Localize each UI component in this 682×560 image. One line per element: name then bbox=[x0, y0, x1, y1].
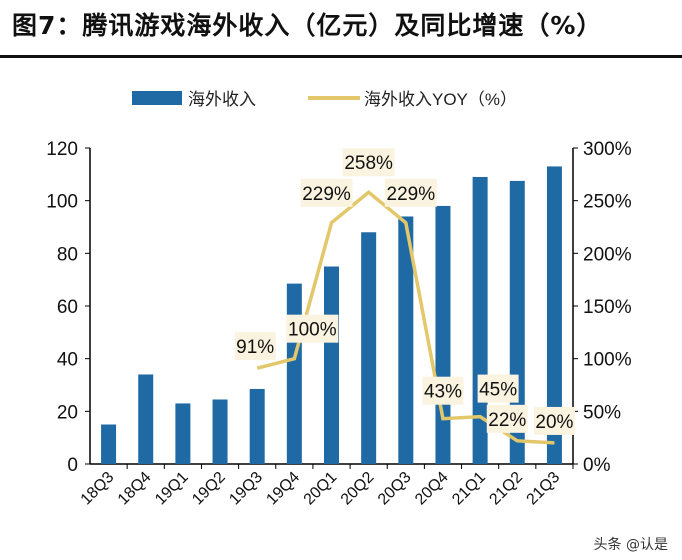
x-tick-label: 19Q2 bbox=[189, 469, 229, 509]
data-label: 20% bbox=[535, 412, 573, 433]
right-tick-label: 0% bbox=[583, 455, 611, 476]
bar bbox=[175, 403, 191, 464]
right-tick-label: 150% bbox=[583, 297, 632, 318]
left-tick-label: 60 bbox=[57, 297, 78, 318]
left-tick-label: 20 bbox=[57, 402, 78, 423]
x-tick-label: 21Q3 bbox=[524, 469, 564, 509]
legend-bar-swatch bbox=[132, 91, 182, 105]
title-divider bbox=[0, 55, 682, 58]
x-tick-label: 20Q3 bbox=[375, 469, 415, 509]
data-label-bg bbox=[342, 148, 395, 177]
left-tick-label: 100 bbox=[46, 192, 78, 213]
data-label: 258% bbox=[344, 153, 393, 174]
x-tick-label: 20Q2 bbox=[338, 469, 378, 509]
x-tick-label: 20Q4 bbox=[412, 469, 452, 509]
data-label-bg bbox=[533, 406, 575, 435]
bar bbox=[101, 424, 117, 464]
x-tick-label: 19Q1 bbox=[152, 469, 192, 509]
bar bbox=[212, 399, 228, 464]
bar bbox=[138, 374, 154, 464]
data-label: 100% bbox=[288, 320, 337, 341]
data-label-bg bbox=[477, 374, 519, 403]
x-tick-label: 20Q1 bbox=[301, 469, 341, 509]
x-tick-label: 19Q3 bbox=[226, 469, 266, 509]
data-label-bg bbox=[486, 404, 528, 433]
data-label-bg bbox=[286, 314, 339, 343]
data-label: 45% bbox=[479, 380, 517, 401]
right-tick-label: 100% bbox=[583, 350, 632, 371]
legend-bar-label: 海外收入 bbox=[188, 90, 256, 109]
data-label-bg bbox=[422, 376, 464, 405]
left-tick-label: 120 bbox=[46, 139, 78, 160]
data-label: 43% bbox=[424, 382, 462, 403]
data-label: 229% bbox=[387, 184, 436, 205]
chart-title: 图7：腾讯游戏海外收入（亿元）及同比增速（%） bbox=[12, 11, 603, 40]
data-label-bg bbox=[300, 178, 353, 207]
x-tick-label: 19Q4 bbox=[263, 469, 303, 509]
bar bbox=[361, 232, 377, 464]
bar bbox=[435, 205, 451, 464]
bar bbox=[324, 266, 339, 464]
watermark: 头条 @认是 bbox=[593, 537, 668, 553]
x-tick-label: 18Q3 bbox=[78, 469, 118, 509]
data-label: 229% bbox=[302, 184, 351, 205]
bar bbox=[249, 388, 265, 464]
bar bbox=[546, 166, 562, 464]
x-tick-label: 18Q4 bbox=[115, 469, 155, 509]
x-tick-label: 21Q1 bbox=[449, 469, 489, 509]
bar bbox=[398, 216, 414, 464]
left-tick-label: 0 bbox=[67, 455, 78, 476]
data-label-bg bbox=[234, 332, 276, 361]
left-tick-label: 40 bbox=[57, 350, 78, 371]
data-label: 22% bbox=[488, 410, 526, 431]
data-label: 91% bbox=[236, 337, 274, 358]
right-tick-label: 50% bbox=[583, 402, 621, 423]
right-tick-label: 200% bbox=[583, 244, 632, 265]
left-tick-label: 80 bbox=[57, 244, 78, 265]
bar bbox=[286, 283, 302, 464]
data-label-bg bbox=[384, 178, 437, 207]
right-tick-label: 250% bbox=[583, 192, 632, 213]
legend-line-label: 海外收入YOY（%） bbox=[364, 90, 517, 109]
right-tick-label: 300% bbox=[583, 139, 632, 160]
x-tick-label: 21Q2 bbox=[486, 469, 526, 509]
